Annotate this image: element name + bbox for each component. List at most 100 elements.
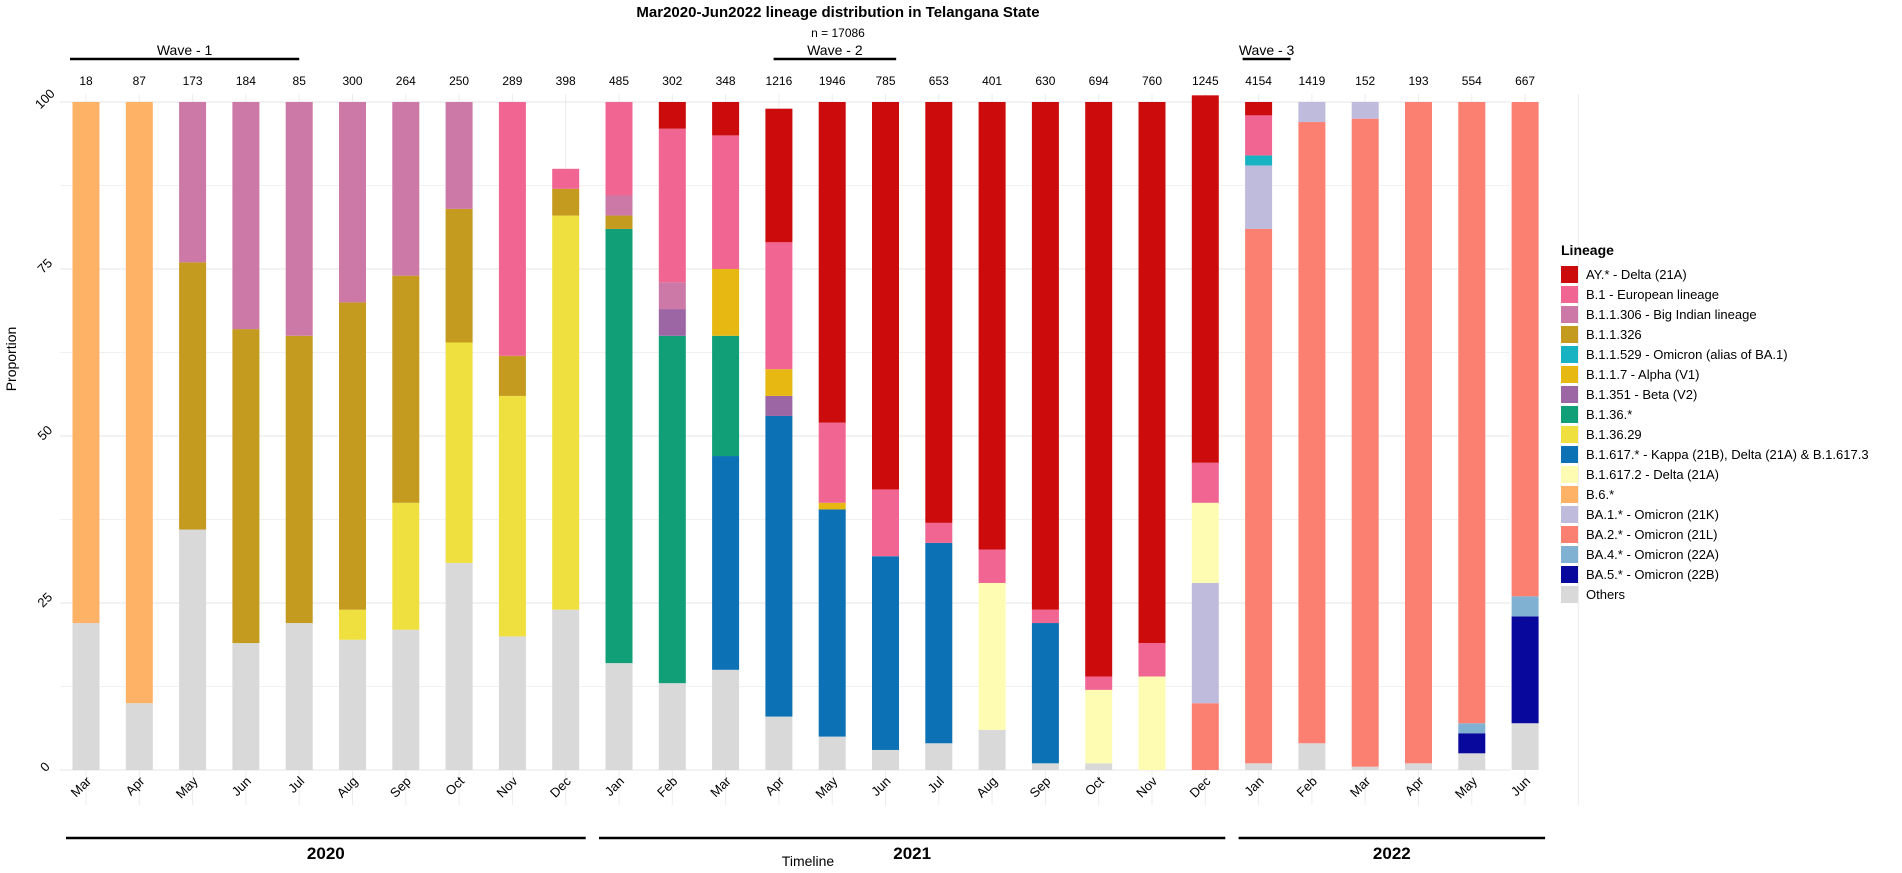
year-label: 2021 [893,844,931,863]
legend-swatch [1561,266,1578,283]
year-labels: 2020 2021 2022 [66,836,1546,863]
bar-segment [818,502,846,510]
x-tick-label: Sep [387,774,414,801]
bar-stack [818,102,846,770]
bar-segment [285,623,313,770]
sample-count-label: 653 [929,74,949,88]
bar-stack [1031,102,1059,770]
sample-count-labels: 18 87 173 184 85 300 264 250 289 398 485 302 348 1216… [79,74,1535,88]
bar-segment [712,335,740,457]
bar-segment [1191,703,1219,770]
bar-segment [1085,763,1113,770]
legend-label: B.1.1.306 - Big Indian lineage [1586,307,1757,322]
bar-segment [605,102,633,196]
x-tick-label: Apr [1402,773,1427,798]
legend-swatch [1561,506,1578,523]
sample-count-label: 184 [236,74,256,88]
bar-segment [1031,102,1059,610]
bar-segment [392,102,420,276]
x-axis: Mar Apr May Jun Jul Aug Sep Oct Nov Dec Jan Feb Mar A… [68,773,1534,801]
bar-segment [1191,95,1219,463]
sample-count-label: 1245 [1192,74,1219,88]
legend-label: B.1.36.29 [1586,427,1642,442]
bar-stack [392,102,420,770]
sample-count-label: 554 [1462,74,1482,88]
sample-count-label: 1419 [1299,74,1326,88]
bar-segment [1245,763,1273,770]
legend-item: B.6.* [1561,486,1614,503]
bar-stack [445,102,473,770]
bar-segment [498,395,526,637]
x-tick-label: Sep [1027,774,1054,801]
bar-segment [552,188,580,216]
bar-segment [712,102,740,136]
bar-segment [498,355,526,396]
legend-swatch [1561,546,1578,563]
x-tick-label: Dec [547,773,574,800]
legend: Lineage AY.* - Delta (21A) B.1 - European… [1561,242,1869,603]
bar-segment [712,456,740,670]
bar-segment [1191,582,1219,704]
y-axis: 0 25 50 75 100 [32,86,58,775]
bar-segment [658,102,686,129]
bar-stack [285,102,313,770]
year-label: 2020 [307,844,345,863]
legend-swatch [1561,466,1578,483]
legend-swatch [1561,446,1578,463]
bar-segment [925,522,953,543]
bar-segment [1405,102,1432,764]
bar-stack [925,102,953,770]
bar-segment [1298,743,1326,770]
bar-stack [339,102,366,770]
bar-segment [818,422,846,503]
x-tick-label: Jan [1241,774,1266,799]
legend-label: AY.* - Delta (21A) [1586,267,1687,282]
sample-count-label: 152 [1355,74,1375,88]
y-tick-label: 100 [32,86,58,112]
bar-segment [1138,676,1166,770]
legend-swatch [1561,366,1578,383]
bar-stack [179,102,207,770]
bar-stack [125,102,153,770]
bar-stack [1085,102,1113,770]
legend-item: B.1.1.529 - Omicron (alias of BA.1) [1561,346,1788,363]
sample-count-label: 694 [1089,74,1109,88]
bar-segment [1245,165,1273,229]
wave-label: Wave - 1 [157,42,213,58]
bar-segment [1458,733,1486,754]
bar-segment [125,102,153,704]
bar-segment [1191,462,1219,503]
x-tick-label: May [812,773,840,801]
sample-count-label: 398 [556,74,576,88]
sample-count-label: 264 [396,74,416,88]
bar-segment [1245,102,1273,116]
bar-segment [1031,763,1059,770]
bar-segment [1085,102,1113,677]
bar-segment [1511,723,1539,770]
bar-stack [1351,102,1379,770]
legend-swatch [1561,426,1578,443]
legend-item: BA.4.* - Omicron (22A) [1561,546,1719,563]
bar-segment [72,102,100,624]
x-tick-label: Jun [229,774,254,799]
bar-segment [1031,623,1059,764]
legend-swatch [1561,566,1578,583]
sample-count-label: 250 [449,74,469,88]
sample-count-label: 193 [1408,74,1428,88]
bar-segment [1085,689,1113,764]
sample-count-label: 18 [79,74,93,88]
x-tick-label: Nov [1133,773,1160,800]
wave-label: Wave - 3 [1239,42,1295,58]
bar-segment [232,102,260,330]
bar-segment [1351,118,1379,767]
bar-segment [339,102,366,303]
bar-segment [1511,102,1539,597]
bar-segment [872,102,899,490]
bar-segment [925,542,953,744]
sample-count-label: 289 [502,74,522,88]
bar-stack [712,102,740,770]
legend-item: BA.2.* - Omicron (21L) [1561,526,1718,543]
bar-segment [818,102,846,423]
sample-count-label: 667 [1515,74,1535,88]
bar-segment [658,282,686,310]
